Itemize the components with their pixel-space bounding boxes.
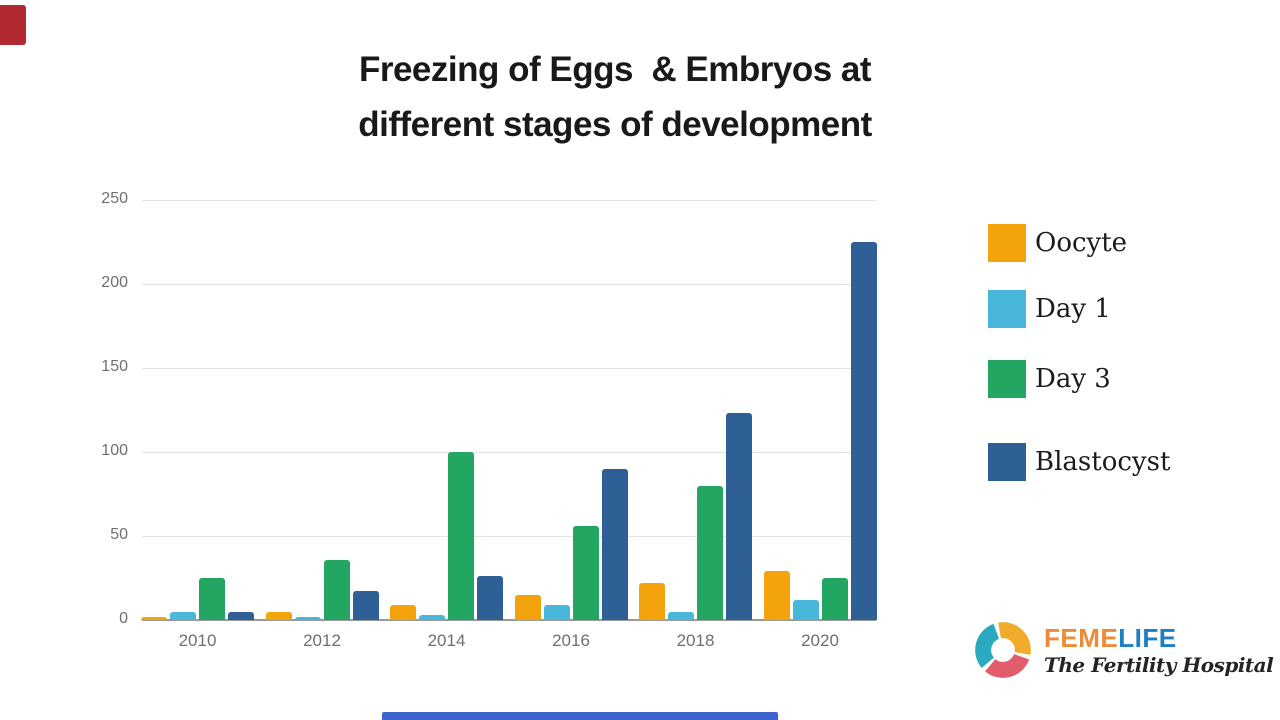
legend-label-oocyte: Oocyte [1035,228,1128,258]
bar-day-1-2010 [170,612,196,620]
legend-label-day-1: Day 1 [1035,294,1111,324]
brand-tagline: The Fertility Hospital [1044,652,1274,677]
x-axis-label-2012: 2012 [303,631,341,650]
bar-blastocyst-2018 [726,413,752,620]
trefoil-logo-icon [975,622,1031,678]
x-axis-label-2018: 2018 [676,631,715,650]
legend-item-oocyte: Oocyte [988,224,1127,262]
brand-name: FEMELIFE [1044,624,1273,652]
gridline-250 [142,200,876,201]
legend-label-day-3: Day 3 [1035,364,1111,394]
chart-title: Freezing of Eggs & Embryos at different … [105,42,1125,152]
x-axis-label-2016: 2016 [552,631,590,650]
logo-petal-teal [975,623,1000,668]
gridline-150 [142,368,876,369]
title-line-1: Freezing of Eggs & Embryos at [358,50,872,89]
bar-day-3-2020 [821,578,848,620]
y-axis-tick-150: 150 [101,358,128,375]
title-line-2: different stages of development [358,105,872,144]
corner-accent [0,5,26,45]
y-axis-tick-50: 50 [110,526,128,543]
brand-name-feme: FEME [1044,622,1119,653]
legend-label-blastocyst: Blastocyst [1035,447,1171,477]
bar-oocyte-2010 [141,617,167,620]
bar-day-1-2014 [419,615,445,620]
bar-blastocyst-2012 [352,591,379,620]
y-axis-tick-200: 200 [101,274,128,291]
y-axis-tick-100: 100 [101,442,128,459]
legend-swatch-blastocyst [988,443,1026,481]
bar-oocyte-2018 [639,583,665,620]
legend-swatch-day-1 [988,290,1026,328]
x-axis-label-2020: 2020 [801,631,839,650]
legend-swatch-oocyte [988,224,1026,262]
bar-blastocyst-2020 [850,242,877,620]
x-axis-line [142,619,876,621]
legend-item-day-3: Day 3 [988,360,1111,398]
bottom-accent-bar [382,712,778,720]
bar-day-3-2012 [323,560,350,620]
bar-oocyte-2016 [514,595,541,620]
gridline-200 [142,284,876,285]
bar-day-1-2020 [792,600,819,620]
brand-text-block: FEMELIFE The Fertility Hospital [1044,624,1274,677]
bar-oocyte-2012 [265,612,292,620]
x-axis-label-2014: 2014 [427,631,466,650]
bar-day-1-2016 [543,605,570,620]
y-axis-tick-0: 0 [119,610,128,627]
bar-day-3-2016 [572,526,599,620]
brand-logo: FEMELIFE The Fertility Hospital [971,618,1274,682]
bar-day-1-2012 [294,617,321,620]
bar-day-3-2014 [448,452,474,620]
bar-oocyte-2014 [390,605,416,620]
bar-day-3-2010 [199,578,225,620]
brand-name-life: LIFE [1118,622,1177,653]
bar-day-3-2018 [697,486,723,620]
gridline-100 [142,452,876,453]
x-axis-label-2010: 2010 [178,631,217,650]
bar-oocyte-2020 [763,571,790,620]
bar-blastocyst-2010 [228,612,254,620]
y-axis-tick-250: 250 [101,190,128,207]
bar-blastocyst-2014 [477,576,503,620]
gridline-50 [142,536,876,537]
legend-swatch-day-3 [988,360,1026,398]
legend-item-blastocyst: Blastocyst [988,443,1170,481]
logo-petal-pink [985,653,1030,678]
bar-day-1-2018 [668,612,694,620]
legend-item-day-1: Day 1 [988,290,1111,328]
bar-blastocyst-2016 [601,469,628,620]
logo-petal-yellow [998,622,1031,655]
